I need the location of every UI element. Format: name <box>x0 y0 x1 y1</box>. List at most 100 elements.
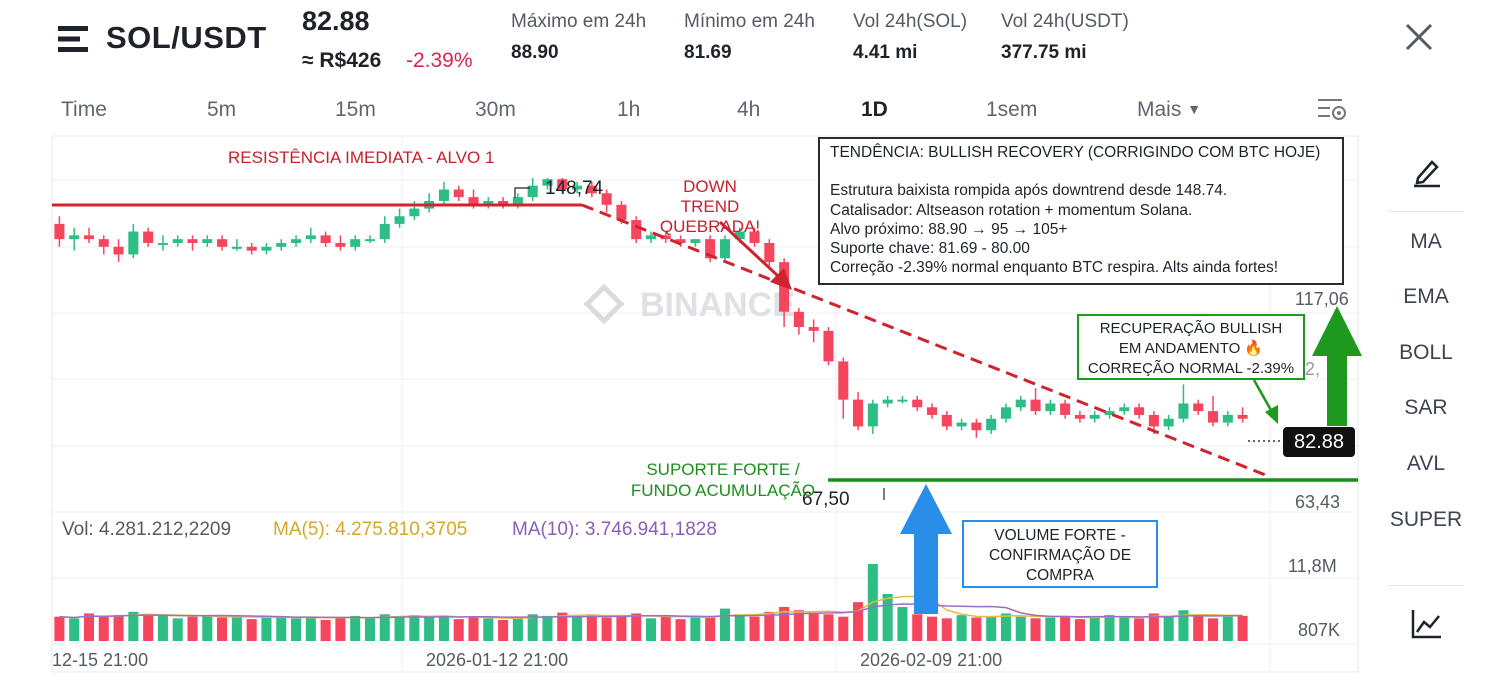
resistance-annotation: RESISTÊNCIA IMEDIATA - ALVO 1 <box>228 148 495 167</box>
high-marker-label: 148,74 <box>545 178 604 199</box>
candle-body <box>498 200 509 205</box>
menu-icon[interactable] <box>58 24 92 54</box>
candle-body <box>1163 418 1174 427</box>
candle-body <box>335 242 346 247</box>
volume-up-arrow-shaft <box>914 530 938 614</box>
candle-body <box>749 231 760 243</box>
tab-15m[interactable]: 15m <box>335 98 376 121</box>
time-axis-label: 12-15 21:00 <box>52 650 149 670</box>
volume-up-arrow-head <box>900 484 952 534</box>
volume-axis-label: 807K <box>1298 620 1341 640</box>
recovery-box: RECUPERAÇÃO BULLISH EM ANDAMENTO 🔥 CORRE… <box>1077 314 1305 380</box>
chart-settings-icon[interactable] <box>1316 96 1348 122</box>
sidebar-item-super[interactable]: SUPER <box>1389 508 1463 531</box>
volume-bar <box>956 615 967 641</box>
candle-body <box>54 223 65 240</box>
pencil-icon[interactable] <box>1410 156 1444 188</box>
volume-bar <box>853 602 864 641</box>
recovery-arrow-head <box>1265 405 1278 424</box>
stat-vol-sol-value: 4.41 mi <box>853 42 918 63</box>
tab-time[interactable]: Time <box>61 98 107 121</box>
volume-bar <box>660 616 671 641</box>
candle-body <box>882 399 893 404</box>
tab-mais[interactable]: Mais ▼ <box>1137 98 1201 122</box>
annotation-layer <box>52 187 1362 614</box>
candle-body <box>690 239 701 243</box>
downtrend-arrow-head <box>770 268 792 290</box>
volume-bar <box>1163 616 1174 641</box>
sidebar-item-ma[interactable]: MA <box>1410 230 1442 253</box>
candle-body <box>1060 403 1071 415</box>
volume-box-line-3: COMPRA <box>1025 567 1095 584</box>
volume-bar <box>705 615 716 641</box>
tab-mais-label: Mais <box>1137 98 1182 121</box>
volume-bar <box>1237 615 1248 641</box>
volume-bar <box>1045 617 1056 641</box>
candle-body <box>98 239 109 247</box>
tab-4h[interactable]: 4h <box>737 98 761 121</box>
sidebar-item-sar[interactable]: SAR <box>1404 396 1448 419</box>
candle-body <box>616 204 627 221</box>
volume-bar <box>586 615 597 641</box>
volume-box-line-2: CONFIRMAÇÃO DE <box>988 547 1132 564</box>
big-up-arrow-head <box>1312 306 1362 356</box>
pair-title[interactable]: SOL/USDT <box>106 20 267 55</box>
volume-bar <box>1148 613 1159 641</box>
candle-body <box>246 246 257 251</box>
candle-body <box>231 246 242 249</box>
downtrend-line <box>581 203 1269 478</box>
price-axis-label: 2, <box>1305 359 1321 379</box>
candle-body <box>409 208 420 217</box>
volume-bar <box>897 606 908 641</box>
sidebar-item-ema[interactable]: EMA <box>1403 285 1449 308</box>
candle-body <box>394 216 405 224</box>
sidebar-item-boll[interactable]: BOLL <box>1399 341 1453 364</box>
tab-1sem[interactable]: 1sem <box>986 98 1038 121</box>
candle-body <box>379 223 390 240</box>
trend-box-line: Suporte chave: 81.69 - 80.00 <box>830 240 1030 258</box>
volume-bar <box>364 618 376 641</box>
volume-bar <box>734 614 745 641</box>
candle-body <box>1015 399 1026 408</box>
candle-body <box>986 418 997 431</box>
volume-bar <box>69 618 80 641</box>
volume-bar <box>512 617 523 641</box>
candle-body <box>823 330 834 362</box>
sidebar-divider <box>1388 211 1464 212</box>
tab-1d[interactable]: 1D <box>861 98 888 121</box>
volume-bar <box>468 616 479 641</box>
volume-bar <box>438 615 449 641</box>
candle-body <box>660 235 671 240</box>
candle-body <box>941 414 952 427</box>
candle-body <box>719 239 730 259</box>
candle-body <box>1134 407 1145 415</box>
volume-bar <box>1104 615 1115 641</box>
sidebar-item-avl[interactable]: AVL <box>1406 452 1446 475</box>
support-line-1: SUPORTE FORTE / <box>646 460 800 479</box>
volume-bar <box>350 615 361 641</box>
candle-body <box>764 242 775 263</box>
stat-vol-usdt-value: 377.75 mi <box>1001 42 1087 63</box>
candle-body <box>527 185 538 198</box>
candle-body <box>1193 403 1204 412</box>
indicator-chart-icon[interactable] <box>1410 608 1444 640</box>
downtrend-annotation: DOWN TREND QUEBRADA! <box>655 177 765 237</box>
volume-bar <box>719 608 730 641</box>
close-icon[interactable] <box>1402 20 1436 54</box>
tab-30m[interactable]: 30m <box>475 98 516 121</box>
volume-bar <box>1222 616 1233 641</box>
tab-5m[interactable]: 5m <box>207 98 237 121</box>
volume-bar <box>1000 613 1011 641</box>
volume-bar <box>823 614 834 641</box>
tab-1h[interactable]: 1h <box>617 98 641 121</box>
time-axis-label: 2026-01-12 21:00 <box>426 650 569 670</box>
candle-body <box>157 242 168 245</box>
volume-bar <box>409 615 420 641</box>
volume-bar <box>838 616 849 641</box>
price-brl: ≈ R$426 <box>302 49 382 72</box>
candle-body <box>1119 407 1130 412</box>
volume-bar <box>187 616 198 641</box>
volume-bar <box>98 616 109 641</box>
candle-body <box>305 235 316 240</box>
watermark-text: BINANCE <box>640 286 795 324</box>
